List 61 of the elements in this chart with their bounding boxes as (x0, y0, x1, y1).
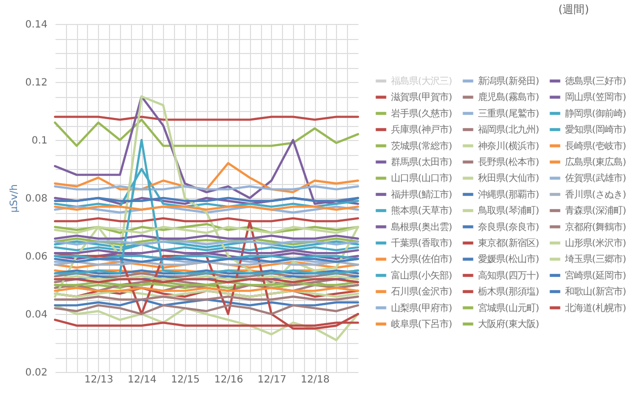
legend-label: 愛媛県(松山市) (478, 254, 540, 266)
legend-label: 鳥取県(琴浦町) (477, 206, 540, 217)
x-tick-label: 12/18 (300, 374, 330, 386)
legend-label: 沖縄県(那覇市) (478, 189, 540, 200)
legend-label: 岩手県(久慈市) (391, 108, 452, 120)
legend-label: 青森県(深浦町) (565, 206, 626, 217)
legend-label: 兵庫県(神戸市) (391, 124, 452, 136)
x-tick-label: 12/16 (214, 374, 244, 386)
legend-label: 秋田県(大仙市) (478, 173, 540, 184)
legend-label: 島根県(奥出雲) (391, 222, 452, 233)
legend-label: 千葉県(香取市) (391, 238, 452, 249)
legend-label: 新潟県(新発田) (478, 76, 540, 87)
legend-label: 岐阜県(下呂市) (391, 319, 452, 330)
y-tick-label: 0.1 (32, 136, 48, 146)
x-tick-label: 12/17 (258, 374, 286, 386)
legend-label: 栃木県(那須塩) (478, 286, 540, 298)
legend-label: 茨城県(常総市) (391, 140, 452, 152)
legend-label: 埼玉県(三郷市) (564, 254, 626, 266)
legend-label: 愛知県(岡崎市) (565, 124, 626, 136)
legend-label: 熊本県(天草市) (391, 206, 452, 217)
legend-label: 大分県(佐伯市) (391, 254, 452, 266)
legend-label: 香川県(さぬき) (565, 189, 626, 200)
legend-label: 宮城県(山元町) (478, 302, 540, 314)
legend-label: 高知県(四万十) (478, 270, 540, 282)
x-tick-label: 12/13 (84, 374, 114, 386)
legend-label: 群馬県(太田市) (391, 157, 452, 168)
legend-label: 京都府(舞鶴市) (565, 222, 626, 233)
legend-label: 長野県(松本市) (478, 157, 540, 168)
legend-label: 静岡県(御前崎) (565, 108, 626, 120)
y-tick-label: 0.12 (25, 78, 48, 88)
y-tick-label: 0.06 (25, 252, 48, 262)
legend-label: 北海道(札幌市) (565, 302, 626, 314)
legend-label: 富山県(小矢部) (391, 270, 452, 282)
x-tick-label: 12/15 (170, 374, 200, 386)
legend-label: 広島県(東広島) (565, 157, 626, 168)
legend-label: 岡山県(笠岡市) (565, 92, 626, 104)
legend-label: 鹿児島(霧島市) (478, 92, 540, 104)
legend-label: 石川県(金沢市) (391, 286, 452, 298)
y-tick-label: 0.02 (25, 368, 48, 378)
x-tick-label: 12/14 (128, 374, 156, 386)
legend-label: 大阪府(東大阪) (478, 319, 540, 330)
legend-label: 滋賀県(甲賀市) (391, 92, 452, 104)
legend-label: 山形県(米沢市) (565, 238, 626, 249)
legend-label: 三重県(尾鷲市) (478, 108, 540, 120)
y-tick-label: 0.14 (25, 20, 48, 30)
legend-label: 宮崎県(延岡市) (565, 270, 626, 282)
legend-label: 山梨県(甲府市) (391, 302, 452, 314)
legend-label: 奈良県(奈良市) (478, 222, 540, 233)
legend-label: 福井県(鯖江市) (391, 189, 452, 200)
legend-label: 和歌山(新宮市) (565, 286, 626, 298)
legend-label: 長崎県(壱岐市) (565, 140, 626, 152)
legend-label: 佐賀県(武雄市) (565, 173, 626, 184)
legend-label: 福岡県(北九州) (478, 124, 540, 136)
legend-label: 東京都(新宿区) (478, 238, 540, 249)
text: (週間) (558, 3, 589, 16)
y-axis-title: μSv/h (9, 184, 20, 213)
legend-label: 神奈川(横浜市) (478, 140, 540, 152)
legend-label: 山口県(山口市) (391, 173, 452, 184)
y-tick-label: 0.04 (25, 310, 48, 320)
legend-label: 徳島県(三好市) (565, 76, 626, 87)
y-tick-label: 0.08 (25, 194, 48, 204)
